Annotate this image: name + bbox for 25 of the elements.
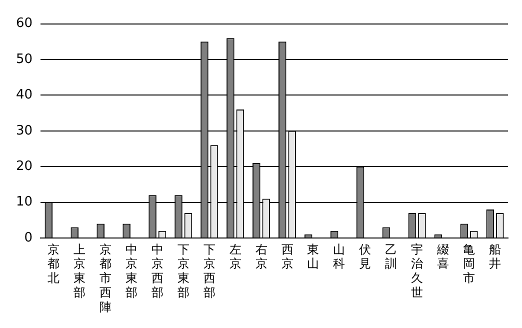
x-tick-label: 中京西部 [151, 242, 164, 300]
x-tick-label: 京都北 [48, 242, 60, 286]
x-tick-label: 下京東部 [177, 242, 190, 300]
x-tick-label: 左京 [229, 242, 242, 271]
x-tick-label: 西京 [281, 242, 294, 271]
y-tick-label: 10 [16, 194, 33, 210]
x-tick-label: 船井 [489, 242, 502, 271]
y-tick-label: 30 [16, 123, 33, 138]
x-tick-label: 東山 [307, 242, 320, 271]
x-tick-label: 上京東部 [73, 242, 86, 300]
y-tick-label: 0 [24, 230, 33, 246]
x-tick-label: 京都市西陣 [99, 242, 112, 314]
x-tick-label: 宇治久世 [411, 242, 424, 300]
x-tick-label: 乙訓 [385, 242, 398, 271]
x-tick-label: 下京西部 [203, 242, 216, 300]
y-tick-label: 60 [16, 16, 33, 32]
y-tick-label: 20 [16, 158, 33, 174]
x-tick-label: 中京東部 [125, 242, 138, 300]
y-tick-label: 40 [16, 88, 33, 103]
x-tick-label: 綴喜 [436, 242, 450, 271]
x-tick-label: 亀岡市 [463, 242, 476, 286]
y-tick-label: 50 [16, 52, 33, 67]
x-tick-label: 右京 [255, 242, 268, 271]
x-tick-label: 伏見 [359, 242, 372, 271]
x-tick-label: 山科 [333, 242, 346, 271]
